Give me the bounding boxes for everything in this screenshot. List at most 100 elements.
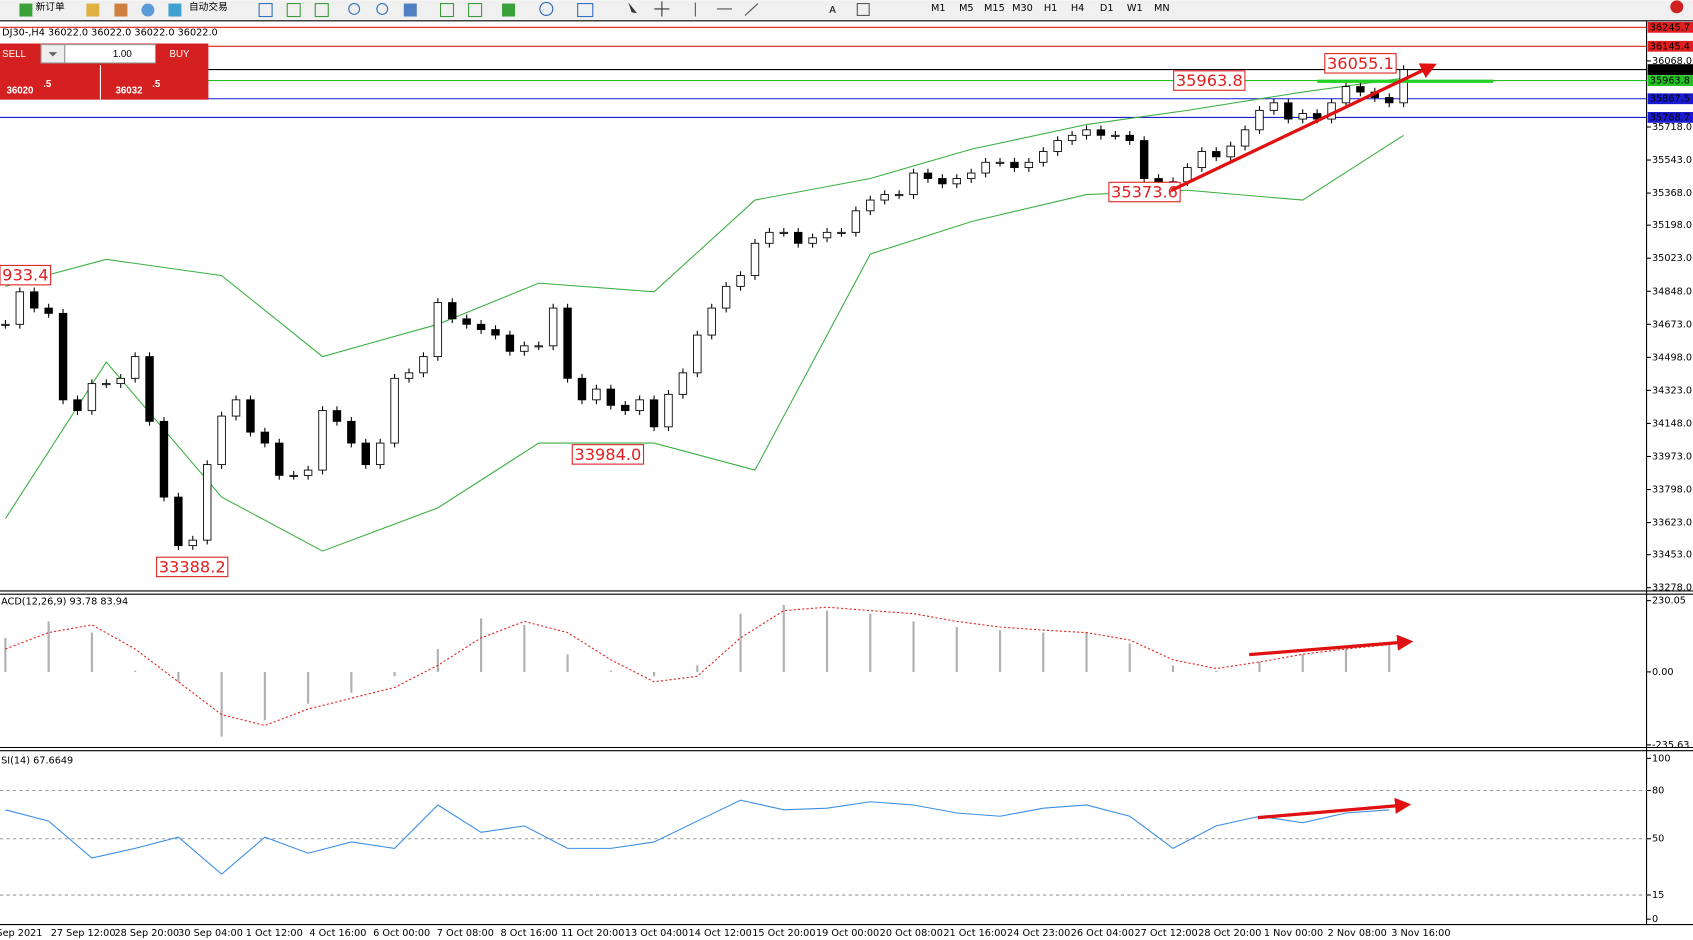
- y-tick-label: 34848.0: [1652, 286, 1692, 297]
- macd-histogram-bar: [998, 630, 1002, 672]
- macd-histogram-bar: [696, 665, 699, 672]
- candle: [1255, 109, 1264, 131]
- icon[interactable]: [286, 3, 301, 18]
- ask-price[interactable]: 36032: [116, 86, 144, 97]
- macd-histogram-bar: [1215, 670, 1218, 672]
- auto-trading-icon[interactable]: [168, 3, 182, 17]
- candle: [390, 377, 399, 444]
- macd-histogram-bar: [566, 654, 569, 672]
- label-tool[interactable]: [856, 3, 870, 16]
- y-tick-label: 34673.0: [1652, 319, 1692, 330]
- y-tick-label: -235.63: [1652, 740, 1689, 751]
- trend-arrow: [1170, 63, 1437, 192]
- icon[interactable]: [403, 3, 417, 17]
- price-level-tag: [1647, 64, 1693, 75]
- price-level-tag: [1647, 75, 1693, 86]
- rsi-title: SI(14) 67.6649: [1, 755, 73, 766]
- price-level-label: 36145.4: [1650, 41, 1690, 52]
- candle: [693, 334, 702, 374]
- bid-price[interactable]: 36020: [6, 86, 33, 97]
- icon[interactable]: [141, 3, 155, 17]
- macd-histogram-bar: [1344, 648, 1348, 672]
- timeframe-button[interactable]: M15: [984, 3, 1005, 14]
- y-tick-label: 0.00: [1652, 667, 1674, 678]
- price-annotation: 33984.0: [574, 445, 641, 464]
- candle: [707, 307, 716, 336]
- candle: [30, 291, 39, 309]
- icon[interactable]: [314, 3, 329, 18]
- ask-fraction[interactable]: .5: [152, 79, 161, 90]
- macd-histogram-bar: [134, 670, 137, 672]
- icon[interactable]: [439, 3, 455, 18]
- macd-histogram-bar: [350, 671, 353, 693]
- candle: [159, 420, 169, 498]
- candle: [1284, 102, 1293, 120]
- candle: [894, 194, 904, 197]
- price-annotation-box: [1173, 70, 1246, 91]
- crosshair-tool[interactable]: [654, 1, 670, 17]
- price-annotation: 35373.6: [1111, 183, 1178, 202]
- x-tick-label: Sep 2021: [0, 928, 42, 939]
- candle: [721, 285, 731, 309]
- macd-histogram-bar: [4, 637, 7, 672]
- price-annotation-box: [0, 264, 52, 286]
- candle: [808, 237, 817, 244]
- icon[interactable]: [502, 3, 516, 17]
- candle: [433, 302, 443, 358]
- price-level-label: 35867.5: [1650, 94, 1690, 105]
- candle: [923, 172, 933, 179]
- new-order-icon[interactable]: [19, 3, 33, 17]
- lot-field[interactable]: [64, 44, 157, 64]
- price-annotation-box: [571, 444, 645, 465]
- candle: [952, 178, 961, 185]
- timeframe-button[interactable]: H4: [1071, 3, 1084, 14]
- sell-button[interactable]: SELL: [2, 49, 26, 60]
- icon[interactable]: [539, 1, 554, 16]
- candle: [1298, 113, 1307, 120]
- buy-button[interactable]: BUY: [170, 49, 190, 60]
- candle: [202, 464, 212, 541]
- text-tool[interactable]: A: [829, 5, 836, 16]
- bid-fraction[interactable]: .5: [43, 79, 52, 90]
- x-tick-label: 8 Oct 16:00: [501, 928, 558, 939]
- lot-value[interactable]: 1.00: [113, 49, 132, 60]
- icon[interactable]: [258, 3, 273, 18]
- candle: [275, 442, 284, 476]
- chart-info: DJ30-,H4 36022.0 36022.0 36022.0 36022.0: [2, 28, 218, 39]
- icon[interactable]: [577, 3, 594, 18]
- candle: [880, 194, 889, 201]
- timeframe-button[interactable]: MN: [1154, 3, 1170, 14]
- icon[interactable]: [468, 3, 483, 18]
- x-tick-label: 4 Oct 16:00: [309, 928, 366, 939]
- candle: [1399, 69, 1408, 104]
- price-annotation: 36055.1: [1327, 54, 1394, 73]
- candle: [563, 307, 572, 379]
- y-tick-label: 34148.0: [1652, 418, 1692, 429]
- zoom-out[interactable]: [376, 3, 389, 15]
- icon[interactable]: [114, 3, 128, 17]
- new-order[interactable]: 新订单: [36, 0, 65, 13]
- timeframe-button[interactable]: D1: [1100, 3, 1114, 14]
- candle: [966, 172, 976, 179]
- timeframe-button[interactable]: M30: [1012, 3, 1033, 14]
- price-level-label: 35768.7: [1650, 112, 1690, 123]
- candle: [303, 469, 313, 476]
- auto-trading[interactable]: 自动交易: [189, 0, 228, 13]
- candle: [794, 231, 803, 244]
- icon[interactable]: [86, 3, 100, 17]
- x-tick-label: 20 Oct 08:00: [880, 928, 943, 939]
- candle: [866, 199, 875, 212]
- macd-panel: 230.05 0.00 -235.63: [4, 596, 1689, 751]
- timeframe-button[interactable]: M1: [931, 3, 946, 14]
- price-level-tag: [1647, 112, 1693, 123]
- line-tools[interactable]: [694, 2, 759, 17]
- timeframe-button[interactable]: W1: [1127, 3, 1143, 14]
- timeframe-button[interactable]: H1: [1044, 3, 1057, 14]
- macd-histogram-bar: [782, 605, 785, 672]
- timeframe-button[interactable]: M5: [959, 3, 974, 14]
- y-tick-label: 0: [1652, 914, 1658, 925]
- macd-histogram-bar: [47, 621, 50, 672]
- macd-histogram-bar: [955, 626, 958, 672]
- alert-icon[interactable]: [1670, 0, 1684, 14]
- zoom-in[interactable]: [348, 3, 361, 15]
